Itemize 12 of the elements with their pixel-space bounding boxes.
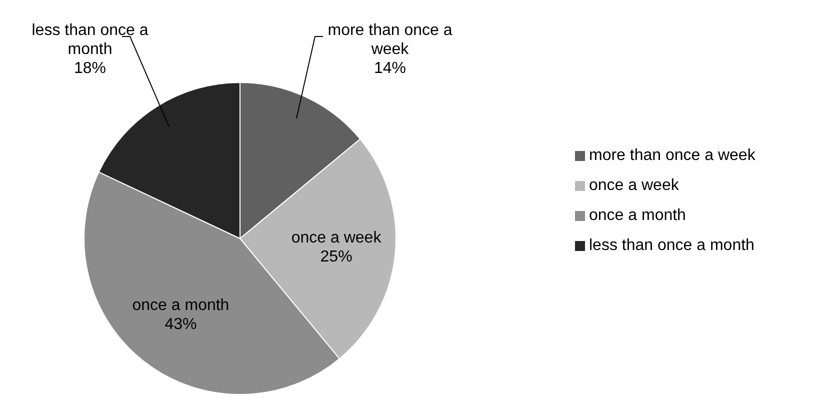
data-label: 14% [374,60,406,77]
data-label: 43% [164,316,197,333]
legend-label: more than once a week [589,146,756,164]
data-label: 25% [320,248,352,266]
slice-label: once a week [291,230,382,247]
slice-label: more than once a week [328,22,452,58]
legend-label: once a month [589,206,686,224]
slice-label: less than once a month [32,22,148,58]
legend-label: less than once a month [589,236,754,254]
data-label: 18% [74,60,106,77]
legend-label: once a week [589,176,679,194]
slice-label: once a month [132,296,230,314]
